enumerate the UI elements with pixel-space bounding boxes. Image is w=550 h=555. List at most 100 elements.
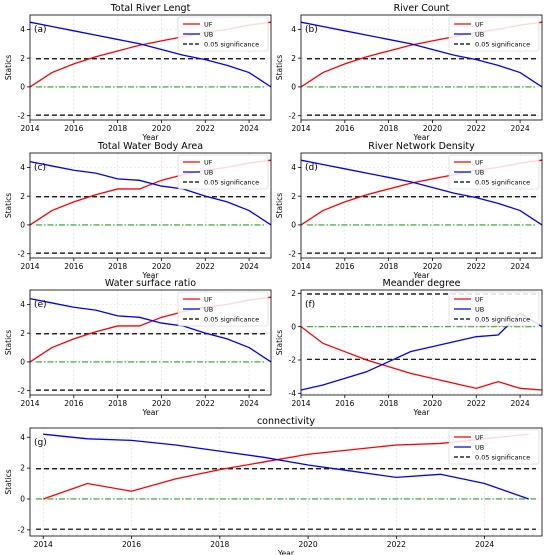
x-tick-label: 2022	[387, 540, 406, 549]
y-tick-label: -2	[289, 249, 297, 258]
y-tick-label: 2	[291, 289, 296, 298]
y-axis-label: Statics	[4, 469, 13, 494]
legend-label: UF	[204, 158, 213, 166]
x-tick-label: 2018	[108, 124, 127, 133]
y-tick-label: 4	[20, 25, 25, 34]
x-tick-label: 2022	[196, 262, 215, 271]
panel-tag: (g)	[34, 438, 47, 448]
series-line-ub	[29, 297, 272, 363]
panel-a: 2014 2016 2018 2020 2022 2024 -2 0 2 4 Year Statics…	[4, 3, 272, 142]
panel-f: 2014 2016 2018 2020 2022 2024 -4 -2 0 2 Year Static…	[275, 278, 543, 417]
y-tick-label: -2	[289, 356, 297, 365]
x-tick-label: 2014	[20, 399, 39, 408]
legend-label: 0.05 significance	[475, 40, 530, 48]
x-axis-label: Year	[277, 549, 295, 555]
x-tick-label: 2018	[108, 262, 127, 271]
x-tick-label: 2016	[122, 540, 141, 549]
x-axis-label: Year	[413, 133, 431, 142]
panel-d: 2014 2016 2018 2020 2022 2024 -2 0 2 4 Year Statics…	[275, 141, 543, 280]
y-tick-label: 0	[291, 221, 296, 230]
panel-title: Water surface ratio	[105, 278, 196, 289]
x-tick-label: 2018	[379, 124, 398, 133]
panel-tag: (d)	[305, 163, 318, 173]
x-tick-label: 2018	[379, 262, 398, 271]
y-axis-label: Statics	[275, 55, 284, 80]
x-tick-label: 2018	[210, 540, 229, 549]
legend: UF UB 0.05 significance	[177, 154, 269, 190]
legend-box	[448, 291, 540, 327]
y-tick-label: 4	[20, 163, 25, 172]
y-axis-label: Statics	[275, 193, 284, 218]
x-tick-label: 2014	[291, 124, 310, 133]
y-tick-label: 0	[20, 83, 25, 92]
panel-b: 2014 2016 2018 2020 2022 2024 -2 0 2 4 Year Statics…	[275, 3, 543, 142]
legend-label: 0.05 significance	[204, 315, 259, 323]
x-tick-label: 2014	[291, 399, 310, 408]
legend-label: UB	[475, 443, 484, 451]
x-tick-label: 2024	[511, 124, 530, 133]
y-axis-label: Statics	[4, 330, 13, 355]
x-tick-label: 2022	[196, 124, 215, 133]
legend-box	[448, 16, 540, 52]
panel-title: connectivity	[257, 416, 315, 427]
series-line-ub	[29, 160, 272, 226]
legend-box	[448, 429, 540, 465]
legend-box	[177, 154, 269, 190]
legend-label: UF	[204, 20, 213, 28]
y-tick-label: 4	[291, 25, 296, 34]
y-tick-label: 4	[20, 433, 25, 442]
y-tick-label: 2	[20, 54, 25, 63]
x-tick-label: 2016	[335, 124, 354, 133]
legend-label: 0.05 significance	[475, 178, 530, 186]
x-axis-label: Year	[142, 408, 160, 417]
series-line-uf	[43, 433, 529, 500]
y-tick-label: -2	[18, 249, 26, 258]
x-tick-label: 2020	[423, 124, 442, 133]
panel-tag: (e)	[34, 300, 47, 310]
panel-tag: (c)	[34, 163, 46, 173]
x-tick-label: 2022	[467, 124, 486, 133]
panel-title: Total River Lengt	[110, 3, 191, 14]
x-tick-label: 2016	[64, 262, 83, 271]
series-line-ub	[29, 21, 272, 88]
legend-label: UF	[204, 295, 213, 303]
legend: UF UB 0.05 significance	[448, 291, 540, 327]
y-tick-label: 2	[20, 192, 25, 201]
legend-label: 0.05 significance	[204, 40, 259, 48]
x-tick-label: 2014	[291, 262, 310, 271]
legend-label: UB	[204, 30, 213, 38]
y-tick-label: -4	[289, 389, 297, 398]
panel-tag: (a)	[34, 25, 47, 35]
x-tick-label: 2024	[475, 540, 494, 549]
y-axis-label: Statics	[4, 55, 13, 80]
panel-tag: (b)	[305, 25, 318, 35]
plot-frame	[300, 14, 543, 121]
x-tick-label: 2016	[335, 262, 354, 271]
x-tick-label: 2024	[511, 399, 530, 408]
legend-label: UB	[475, 168, 484, 176]
legend: UF UB 0.05 significance	[448, 429, 540, 465]
legend-label: 0.05 significance	[204, 178, 259, 186]
legend: UF UB 0.05 significance	[448, 16, 540, 52]
legend-label: UB	[204, 168, 213, 176]
x-tick-label: 2014	[34, 540, 53, 549]
x-tick-label: 2024	[240, 399, 259, 408]
legend-label: 0.05 significance	[475, 453, 530, 461]
y-tick-label: 0	[20, 495, 25, 504]
y-tick-label: 2	[20, 464, 25, 473]
x-axis-label: Year	[413, 408, 431, 417]
y-tick-label: 2	[291, 192, 296, 201]
legend-label: 0.05 significance	[475, 315, 530, 323]
y-tick-label: 4	[20, 300, 25, 309]
y-tick-label: 0	[20, 221, 25, 230]
x-tick-label: 2020	[423, 262, 442, 271]
legend: UF UB 0.05 significance	[177, 16, 269, 52]
x-tick-label: 2018	[379, 399, 398, 408]
x-tick-label: 2022	[196, 399, 215, 408]
panel-e: 2014 2016 2018 2020 2022 2024 -2 0 2 4 Year Statics…	[4, 278, 272, 417]
legend-label: UF	[475, 20, 484, 28]
y-tick-label: -2	[18, 111, 26, 120]
y-tick-label: -2	[18, 386, 26, 395]
x-tick-label: 2024	[240, 262, 259, 271]
